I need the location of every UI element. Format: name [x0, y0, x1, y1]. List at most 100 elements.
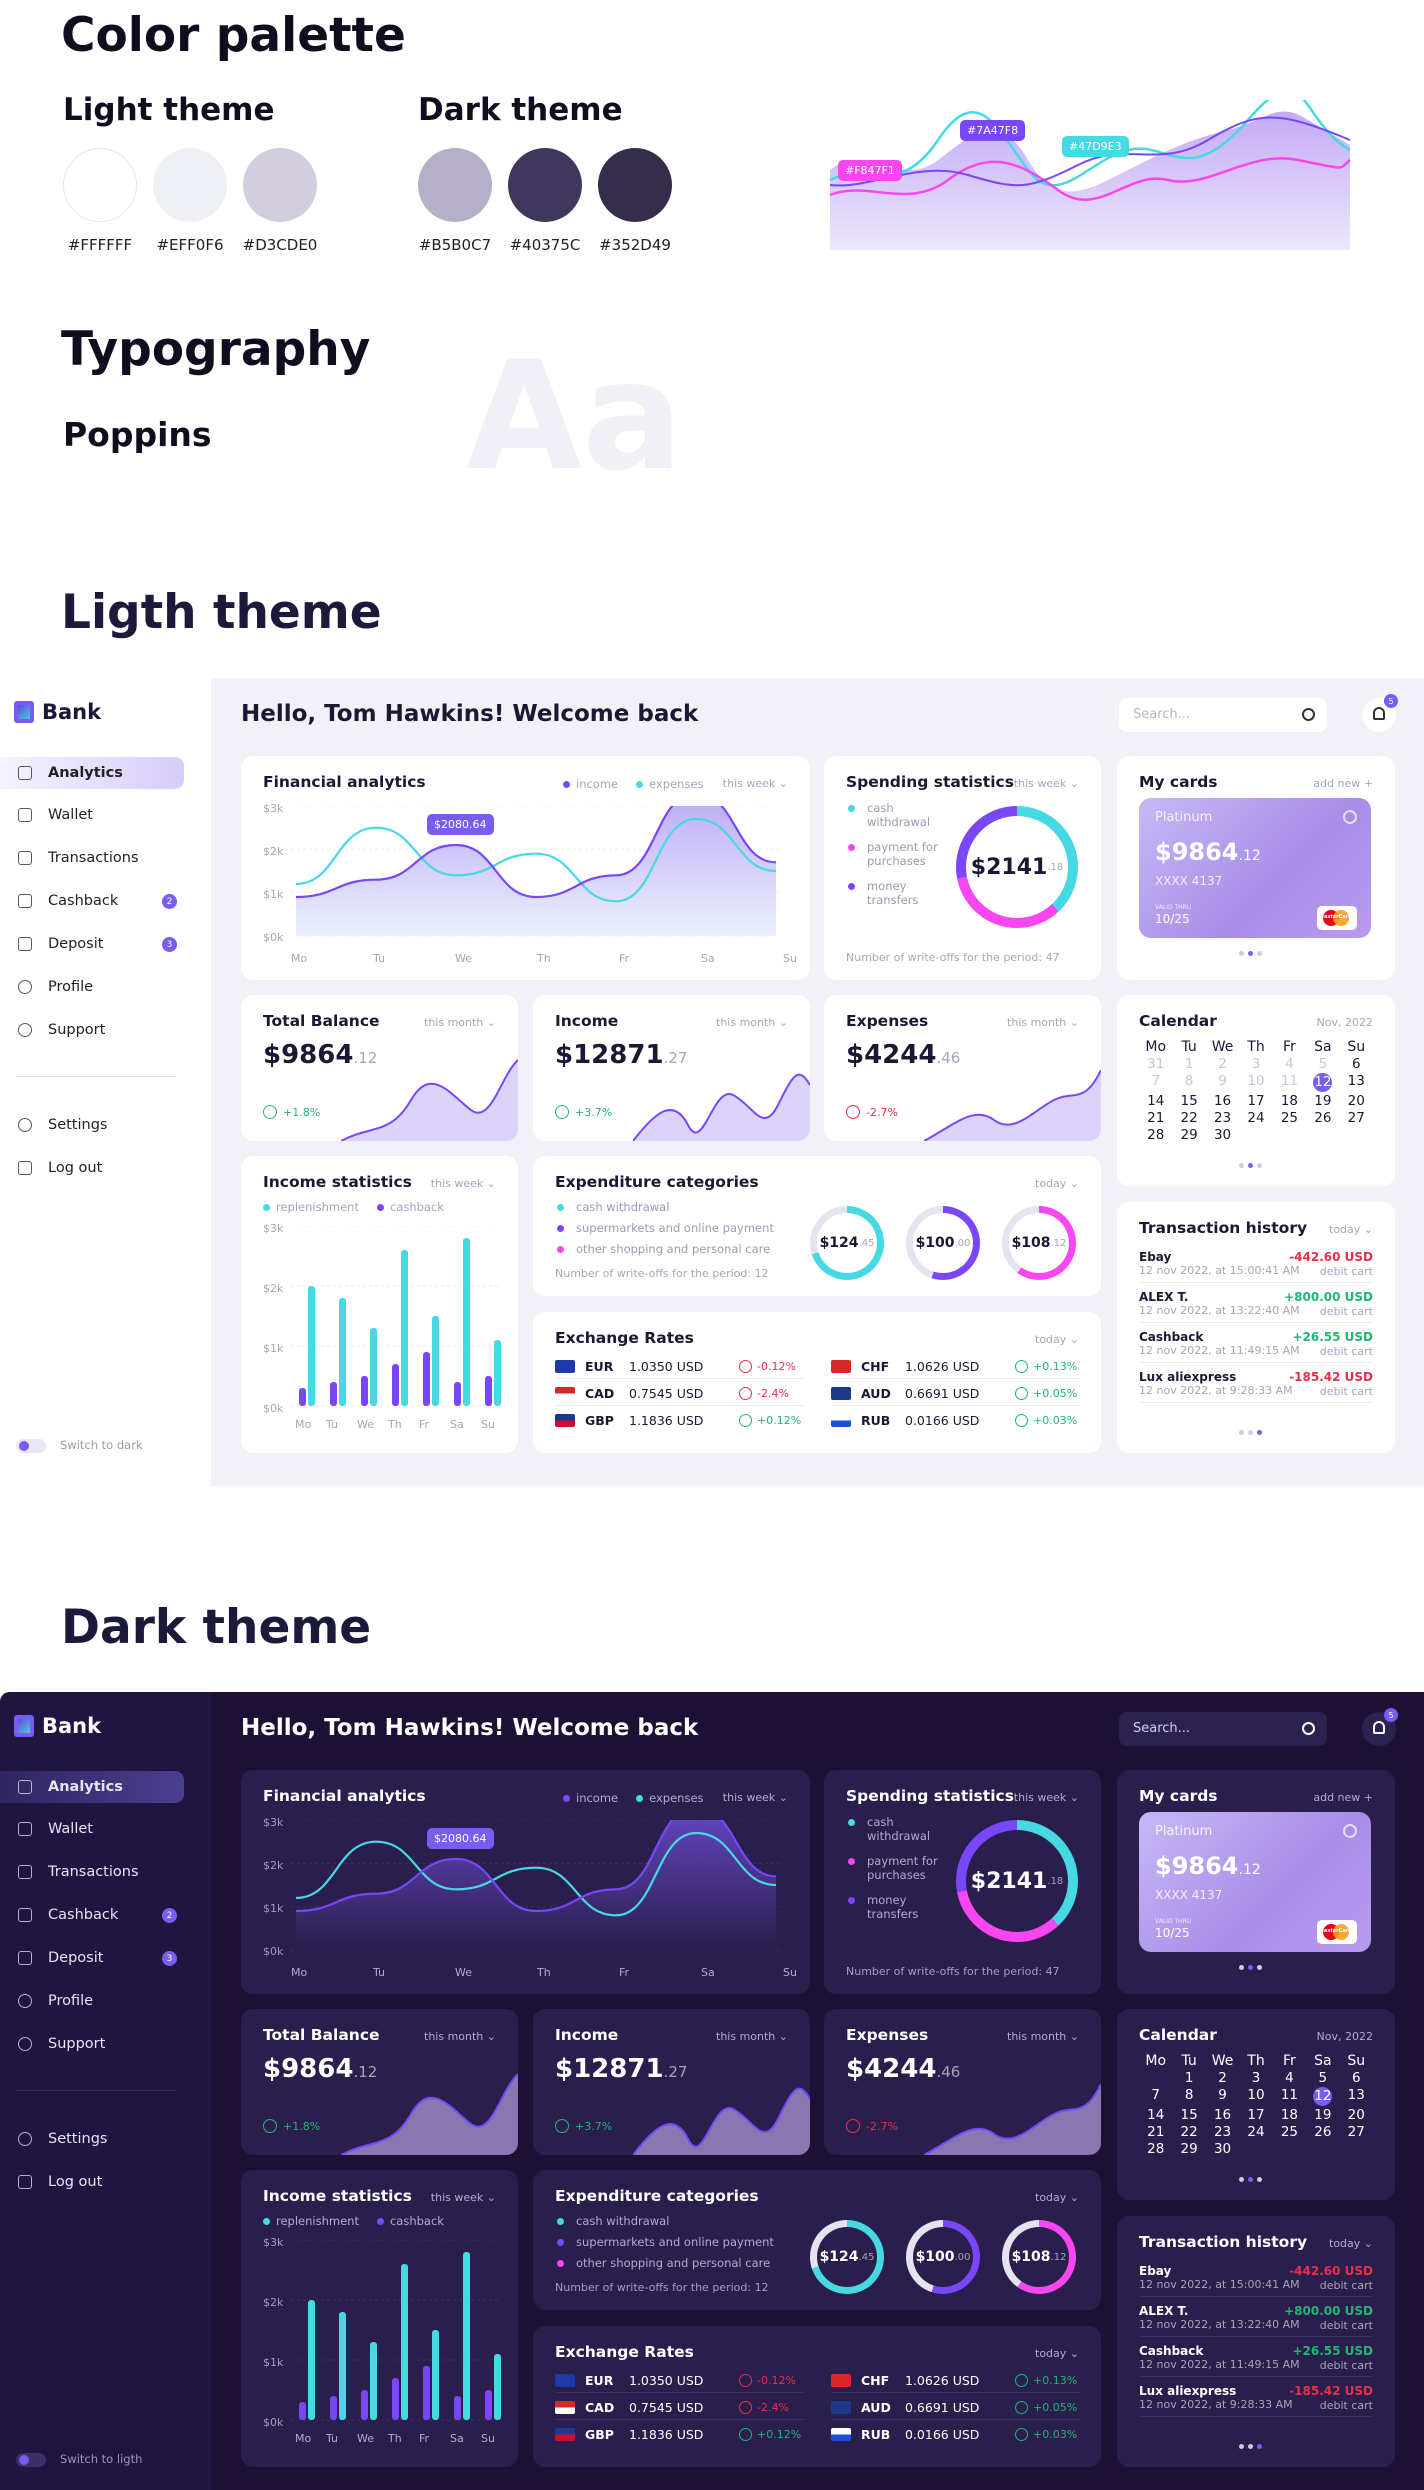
calendar-day[interactable]: 7	[1151, 1073, 1160, 1089]
nav-wallet[interactable]: Wallet	[0, 1813, 184, 1845]
calendar-day[interactable]: 4	[1285, 1056, 1294, 1072]
search-icon[interactable]	[1302, 708, 1315, 721]
income-bar-chart[interactable]	[291, 1226, 501, 1411]
calendar-day[interactable]: 6	[1351, 2070, 1361, 2086]
calendar-day[interactable]: 24	[1247, 2124, 1265, 2140]
calendar-day[interactable]: 31	[1147, 1056, 1165, 1072]
nav-transactions[interactable]: Transactions	[0, 1856, 184, 1888]
calendar-day[interactable]: 26	[1314, 2124, 1332, 2140]
transaction-item[interactable]: ALEX T. 12 nov 2022, at 13:22:40 AM +800.0…	[1139, 1290, 1373, 1323]
exchange-row[interactable]: GBP 1.1836 USD +0.12%	[555, 2427, 809, 2442]
calendar-day[interactable]: 21	[1147, 2124, 1165, 2140]
calendar-day[interactable]: 9	[1218, 1073, 1227, 1089]
period-select[interactable]: today ⌄	[1329, 2237, 1373, 2250]
calendar-day[interactable]: 30	[1213, 1127, 1232, 1143]
calendar-day[interactable]: 20	[1347, 2107, 1365, 2123]
calendar-pager[interactable]	[1239, 1163, 1262, 1168]
period-select[interactable]: this month ⌄	[424, 1016, 496, 1029]
exchange-row[interactable]: CAD 0.7545 USD -2.4%	[555, 2400, 809, 2415]
calendar-day[interactable]: 27	[1347, 1110, 1365, 1126]
calendar-month[interactable]: Nov, 2022	[1316, 2030, 1373, 2043]
brand-logo[interactable]: Bank	[14, 1714, 101, 1738]
calendar-day[interactable]: 28	[1147, 2141, 1165, 2157]
brand-logo[interactable]: Bank	[14, 700, 101, 724]
income-bar-chart[interactable]	[291, 2240, 501, 2425]
exchange-row[interactable]: RUB 0.0166 USD +0.03%	[831, 2427, 1085, 2442]
exchange-row[interactable]: GBP 1.1836 USD +0.12%	[555, 1413, 809, 1428]
calendar-day[interactable]: 13	[1347, 1073, 1365, 1089]
calendar-day[interactable]: 25	[1280, 2124, 1299, 2140]
nav-wallet[interactable]: Wallet	[0, 799, 184, 831]
calendar-day[interactable]: 14	[1147, 2107, 1165, 2123]
exchange-row[interactable]: AUD 0.6691 USD +0.05%	[831, 2400, 1085, 2415]
calendar-day[interactable]: 21	[1147, 1110, 1165, 1126]
search-input[interactable]: Search...	[1119, 1712, 1327, 1746]
notifications-button[interactable]: 5	[1362, 1708, 1398, 1746]
calendar-day[interactable]: 11	[1280, 1073, 1299, 1089]
period-select[interactable]: today ⌄	[1035, 1177, 1079, 1190]
nav-cashback[interactable]: Cashback	[0, 885, 184, 917]
platinum-card[interactable]: Platinum $9864.12 XXXX 4137 VALID THRU 1…	[1139, 798, 1371, 938]
calendar-day[interactable]: 5	[1318, 2070, 1328, 2086]
calendar-day[interactable]: 20	[1347, 1093, 1365, 1109]
calendar-today[interactable]: 12	[1313, 2087, 1333, 2106]
calendar-day[interactable]: 18	[1280, 2107, 1299, 2123]
calendar-day[interactable]: 29	[1180, 1127, 1198, 1143]
card-pager[interactable]	[1239, 1965, 1262, 1970]
notifications-button[interactable]: 5	[1362, 694, 1398, 732]
calendar-day[interactable]: 30	[1213, 2141, 1232, 2157]
transaction-item[interactable]: Cashback 12 nov 2022, at 11:49:15 AM +26.5…	[1139, 1330, 1373, 1363]
period-select[interactable]: this month ⌄	[716, 2030, 788, 2043]
calendar-day[interactable]: 10	[1247, 1073, 1265, 1089]
transaction-item[interactable]: Lux aliexpress 12 nov 2022, at 9:28:33 AM…	[1139, 2384, 1373, 2417]
period-select[interactable]: this month ⌄	[1007, 2030, 1079, 2043]
calendar-day[interactable]: 1	[1184, 2070, 1194, 2086]
exchange-row[interactable]: CHF 1.0626 USD +0.13%	[831, 1359, 1085, 1374]
calendar-month[interactable]: Nov, 2022	[1316, 1016, 1373, 1029]
calendar-day[interactable]: 16	[1213, 1093, 1232, 1109]
calendar-day[interactable]: 22	[1180, 1110, 1198, 1126]
calendar-pager[interactable]	[1239, 2177, 1262, 2182]
history-pager[interactable]	[1239, 2444, 1262, 2449]
calendar-day[interactable]: 10	[1247, 2087, 1265, 2103]
calendar-day[interactable]: 14	[1147, 1093, 1165, 1109]
calendar-day[interactable]: 17	[1247, 2107, 1265, 2123]
period-select[interactable]: this month ⌄	[1007, 1016, 1079, 1029]
add-card-button[interactable]: add new +	[1313, 1791, 1373, 1804]
nav-support[interactable]: Support	[0, 1014, 184, 1046]
calendar-day[interactable]: 2	[1218, 1056, 1227, 1072]
calendar-day[interactable]: 23	[1213, 1110, 1232, 1126]
exchange-row[interactable]: EUR 1.0350 USD -0.12%	[555, 2373, 809, 2388]
exchange-row[interactable]: CAD 0.7545 USD -2.4%	[555, 1386, 809, 1401]
search-icon[interactable]	[1302, 1722, 1315, 1735]
calendar-day[interactable]: 13	[1347, 2087, 1365, 2103]
nav-analytics[interactable]: Analytics	[0, 757, 184, 789]
nav-profile[interactable]: Profile	[0, 971, 184, 1003]
calendar-day[interactable]: 29	[1180, 2141, 1198, 2157]
search-input[interactable]: Search...	[1119, 698, 1327, 732]
period-select[interactable]: today ⌄	[1329, 1223, 1373, 1236]
calendar-day[interactable]: 16	[1213, 2107, 1232, 2123]
period-select[interactable]: today ⌄	[1035, 2191, 1079, 2204]
calendar-day[interactable]: 2	[1218, 2070, 1227, 2086]
nav-transactions[interactable]: Transactions	[0, 842, 184, 874]
theme-toggle[interactable]	[16, 2453, 46, 2467]
period-select[interactable]: today ⌄	[1035, 2347, 1079, 2360]
calendar-day[interactable]: 8	[1184, 1073, 1194, 1089]
exchange-row[interactable]: CHF 1.0626 USD +0.13%	[831, 2373, 1085, 2388]
calendar-day[interactable]: 27	[1347, 2124, 1365, 2140]
calendar-day[interactable]: 24	[1247, 1110, 1265, 1126]
calendar-today[interactable]: 12	[1313, 1073, 1333, 1092]
calendar-day[interactable]: 3	[1251, 2070, 1261, 2086]
nav-logout[interactable]: Log out	[0, 1152, 184, 1184]
calendar-day[interactable]: 19	[1314, 1093, 1332, 1109]
calendar-day[interactable]: 17	[1247, 1093, 1265, 1109]
transaction-item[interactable]: Ebay 12 nov 2022, at 15:00:41 AM -442.60 U…	[1139, 2264, 1373, 2297]
calendar-day[interactable]: 18	[1280, 1093, 1299, 1109]
transaction-item[interactable]: Ebay 12 nov 2022, at 15:00:41 AM -442.60 U…	[1139, 1250, 1373, 1283]
nav-cashback[interactable]: Cashback	[0, 1899, 184, 1931]
exchange-row[interactable]: RUB 0.0166 USD +0.03%	[831, 1413, 1085, 1428]
calendar-day[interactable]: 28	[1147, 1127, 1165, 1143]
calendar-day[interactable]: 12	[1306, 2087, 1339, 2106]
nav-settings[interactable]: Settings	[0, 1109, 184, 1141]
